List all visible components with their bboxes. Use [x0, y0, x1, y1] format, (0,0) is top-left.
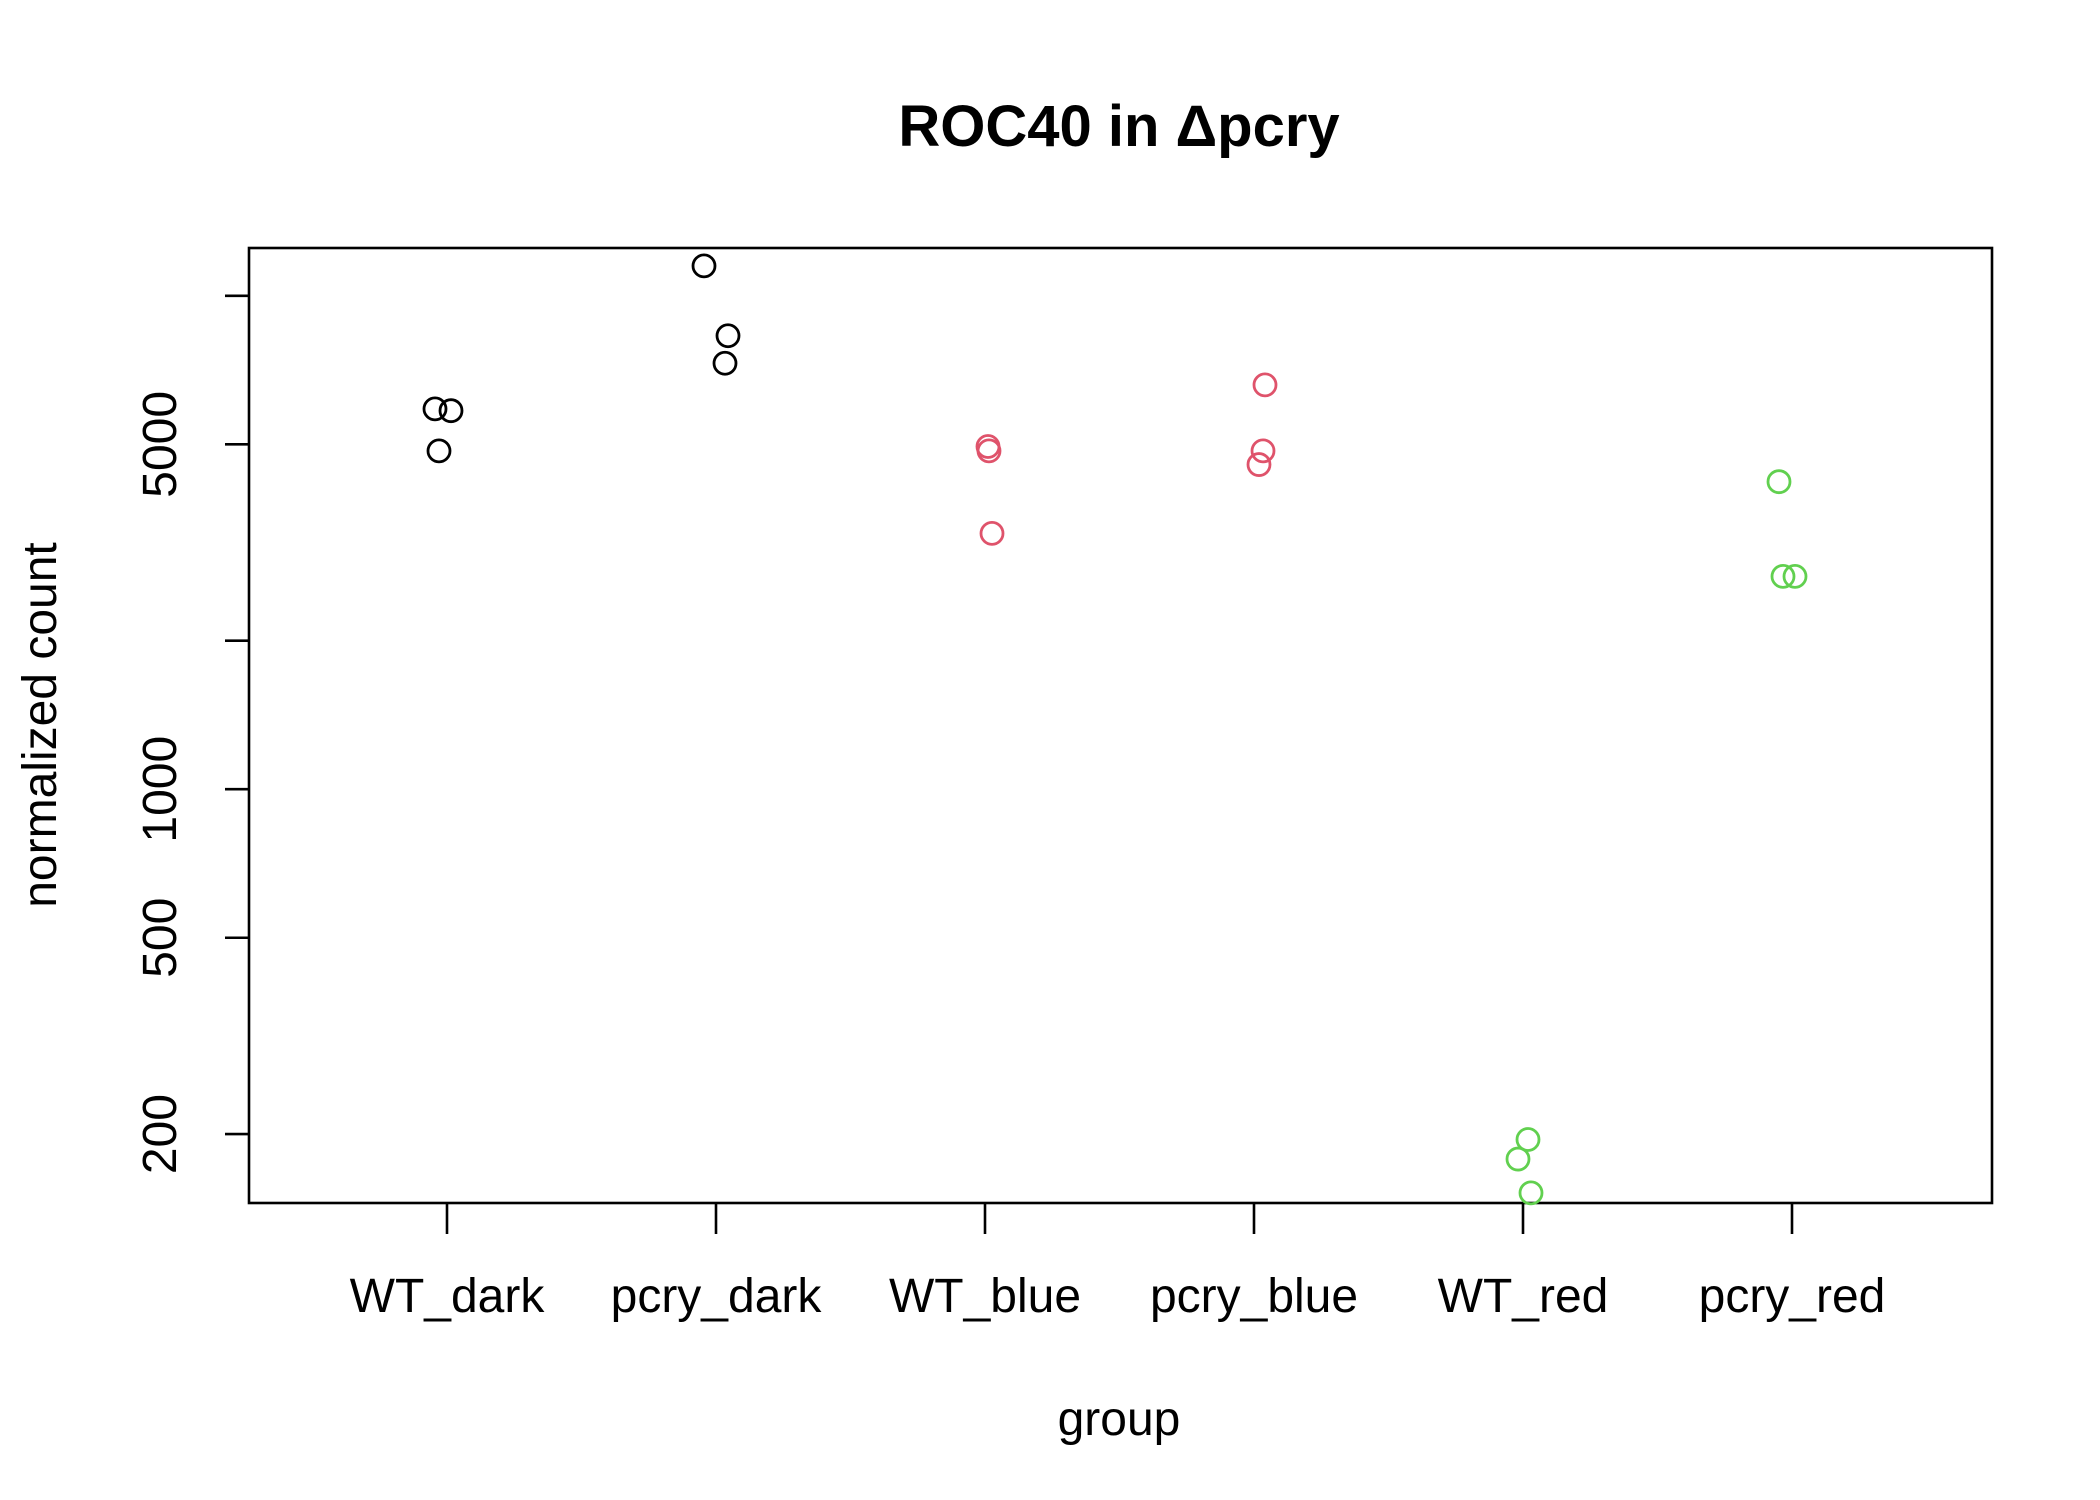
data-point [1252, 372, 1278, 398]
x-tick-label: WT_red [1438, 1270, 1609, 1323]
x-tick-label: WT_dark [350, 1270, 546, 1323]
plot-frame [247, 246, 1994, 1205]
x-tick-label: WT_blue [889, 1270, 1081, 1323]
y-tick-label: 500 [134, 898, 187, 978]
data-point [715, 323, 741, 349]
data-point [426, 438, 452, 464]
data-point [438, 398, 464, 424]
x-axis-label: group [1058, 1393, 1181, 1446]
data-point [1505, 1146, 1531, 1172]
data-point [1782, 563, 1808, 589]
data-point [1246, 452, 1272, 477]
data-point [1250, 438, 1276, 464]
data-point [422, 396, 448, 422]
x-axis: WT_dark pcry_dark WT_blue pcry_blue WT_red pc… [350, 1203, 1886, 1323]
data-point [1770, 563, 1796, 589]
x-tick-label: pcry_blue [1150, 1270, 1358, 1323]
y-axis: 200 500 1000 5000 [134, 294, 249, 1174]
data-point [979, 520, 1005, 546]
data-point [976, 438, 1002, 464]
data-point [1518, 1180, 1544, 1206]
data-points [422, 253, 1808, 1206]
data-point [712, 350, 738, 376]
x-tick-label: pcry_dark [611, 1270, 823, 1323]
data-point [1766, 469, 1792, 495]
y-tick-label: 200 [134, 1094, 187, 1174]
x-tick-label: pcry_red [1699, 1270, 1886, 1323]
y-tick-label: 1000 [134, 736, 187, 843]
data-point [1515, 1127, 1541, 1152]
chart-title: ROC40 in Δpcry [898, 94, 1339, 159]
y-axis-label: normalized count [14, 542, 67, 908]
data-point [691, 253, 717, 279]
y-tick-label: 5000 [134, 391, 187, 498]
